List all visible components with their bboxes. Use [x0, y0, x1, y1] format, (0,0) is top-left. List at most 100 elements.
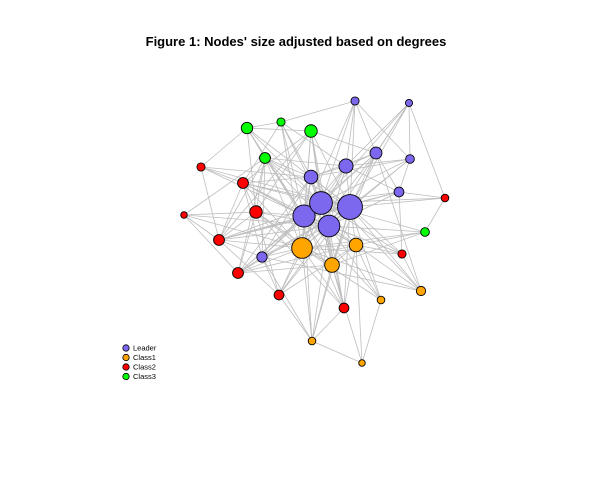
edge-C3b-C2g — [200, 127, 248, 168]
edge-C2a-C2e — [255, 211, 280, 296]
edge-C1f-L8 — [261, 256, 313, 342]
edge-L1-C1d — [349, 206, 422, 292]
edge-L11-C3e — [280, 100, 356, 123]
edge-C2j-C2a — [183, 211, 257, 216]
node-class2-C2b — [237, 177, 249, 189]
edge-C3e-C1a — [280, 121, 303, 249]
edge-layer — [183, 100, 446, 364]
node-class3-C3b — [240, 121, 254, 135]
edge-C1e-C1c — [355, 244, 382, 301]
edge-L9-C2h — [398, 191, 403, 255]
edge-L6-C3e — [280, 121, 312, 178]
edge-C2f-C1f — [311, 307, 345, 342]
node-class3-C3c — [259, 152, 271, 164]
edge-L6-C3c — [264, 157, 312, 178]
node-class3-C3e — [276, 117, 286, 127]
edge-C3c-C2j — [183, 157, 266, 216]
edge-L10-L5 — [345, 158, 411, 167]
edge-L3-C1e — [328, 225, 382, 301]
edge-L3-C3d — [328, 225, 426, 233]
figure-title: Figure 1: Nodes' size adjusted based on … — [145, 34, 447, 49]
node-class2-C2h — [397, 249, 407, 259]
edge-C1d-L8 — [261, 256, 422, 292]
legend-label-leader: Leader — [133, 344, 157, 353]
edge-C1d-C1c — [355, 244, 422, 292]
edge-C2b-L6 — [242, 176, 312, 184]
node-leader-L3 — [317, 214, 341, 238]
edge-C1a-C2j — [183, 214, 303, 249]
edge-C2e-C1f — [278, 294, 313, 342]
node-leader-L5 — [338, 158, 354, 174]
legend-label-class2: Class2 — [133, 363, 156, 372]
edge-L8-L1 — [261, 206, 351, 258]
node-class1-C1g — [358, 359, 366, 367]
edge-C2d-L4 — [237, 215, 305, 274]
edge-L2-C2h — [320, 202, 403, 255]
edge-C2i-C3d — [424, 197, 446, 233]
legend-marker-class2 — [122, 363, 130, 371]
legend-label-class3: Class3 — [133, 372, 156, 381]
edge-C1b-C1f — [311, 264, 333, 342]
edge-L7-L11 — [354, 100, 377, 154]
edge-L3-L9 — [328, 191, 400, 227]
edge-C2e-L8 — [261, 256, 280, 296]
edge-C1b-C2a — [255, 211, 333, 266]
edge-C2c-L8 — [218, 239, 263, 258]
edge-C1b-C3d — [331, 231, 426, 266]
edge-C2a-C2c — [218, 211, 257, 241]
edge-L10-L12 — [408, 102, 411, 160]
node-layer — [180, 96, 450, 367]
node-leader-L11 — [350, 96, 360, 106]
node-class2-C2c — [213, 234, 225, 246]
node-leader-L8 — [256, 251, 268, 263]
node-class1-C1a — [291, 237, 313, 259]
edge-L1-C2f — [343, 206, 351, 309]
edge-L12-L2 — [320, 102, 410, 204]
edge-C2b-L8 — [242, 182, 263, 258]
edge-C3d-C1a — [301, 231, 426, 249]
edge-L5-L12 — [345, 102, 410, 167]
node-class3-C3a — [304, 124, 318, 138]
node-class1-C1b — [324, 257, 340, 273]
edge-C2f-C1c — [343, 244, 357, 309]
legend-marker-class3 — [122, 372, 130, 381]
edge-C3c-L5 — [264, 157, 347, 167]
edge-C1a-C2f — [301, 247, 345, 309]
edge-C1d-C2h — [401, 253, 422, 292]
edge-L3-C2c — [218, 225, 330, 241]
edge-L2-C3c — [264, 157, 322, 204]
node-class2-C2g — [196, 162, 206, 172]
edge-L11-L1 — [349, 100, 356, 208]
edge-L10-L11 — [354, 100, 411, 160]
edge-C2g-C2c — [200, 166, 220, 241]
node-class1-C1e — [376, 295, 386, 305]
edge-C2g-C2b — [200, 166, 244, 184]
edge-C1d-L7 — [375, 152, 422, 292]
edge-C1a-C1d — [301, 247, 422, 292]
edge-C3a-C2b — [242, 130, 312, 184]
node-leader-L10 — [405, 154, 415, 164]
node-class2-C2f — [338, 302, 350, 314]
edge-C2d-C2j — [183, 214, 239, 274]
edge-C2b-L2 — [242, 182, 322, 204]
edge-C3a-C2a — [255, 130, 312, 213]
edge-L6-L8 — [261, 176, 312, 258]
edge-C2i-L12 — [408, 102, 446, 199]
node-class1-C1d — [415, 285, 427, 297]
edge-L9-L10 — [398, 158, 411, 193]
edge-C1c-C1g — [355, 244, 363, 364]
edge-C1c-C2d — [237, 244, 357, 274]
edge-C3a-L7 — [310, 130, 377, 154]
edge-C2a-L3 — [255, 211, 330, 227]
edge-L3-C2e — [278, 225, 330, 296]
node-class2-C2a — [249, 205, 263, 219]
edge-L10-L6 — [310, 158, 411, 178]
legend-marker-class1 — [122, 353, 130, 362]
node-leader-L7 — [369, 146, 383, 160]
node-class2-C2d — [232, 267, 244, 279]
edge-L5-L11 — [345, 100, 356, 167]
edge-C1c-C2e — [278, 244, 357, 296]
edge-L1-C1f — [311, 206, 351, 342]
edge-C3a-C3b — [246, 127, 312, 132]
edge-C3e-L4 — [280, 121, 305, 217]
